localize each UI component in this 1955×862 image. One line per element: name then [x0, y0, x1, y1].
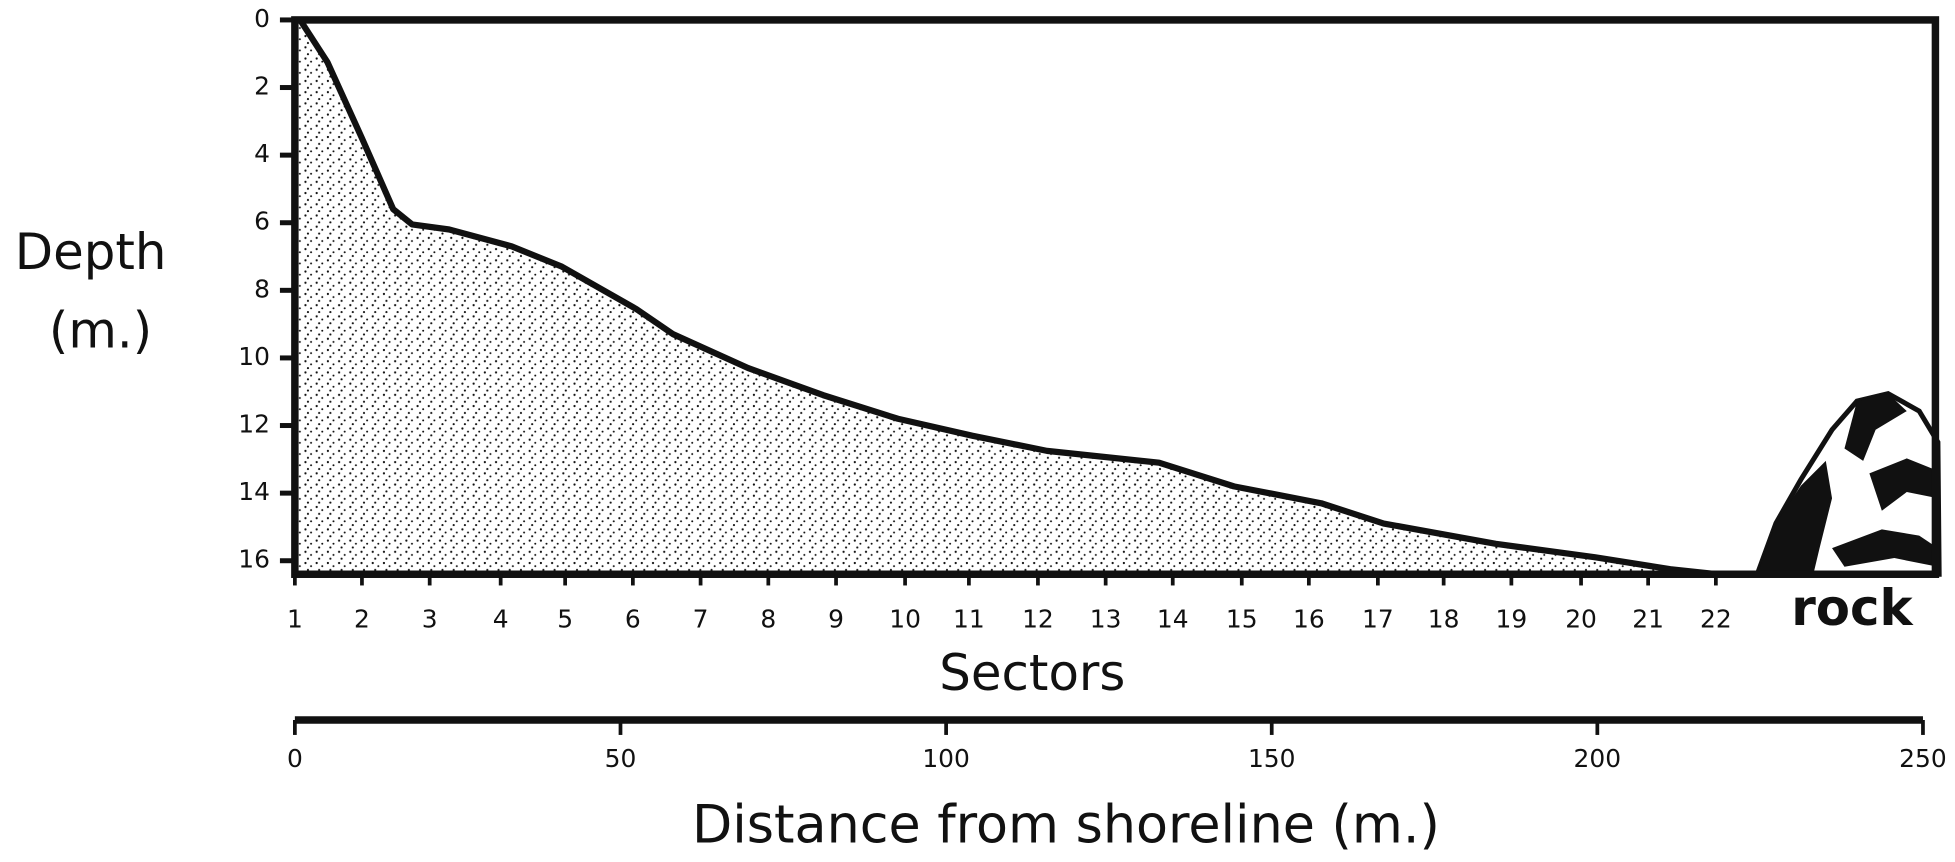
chart: Depth (m.) Sectors Distance from shoreli…: [0, 0, 1955, 862]
x-tick-label: 100: [922, 744, 970, 773]
y-axis-label: (m.): [49, 301, 152, 359]
x-tick-label: 150: [1248, 744, 1296, 773]
sector-tick-label: 18: [1428, 604, 1460, 633]
y-tick-label: 0: [254, 4, 270, 33]
sector-tick-label: 3: [422, 604, 438, 633]
y-tick-label: 12: [238, 410, 270, 439]
sector-tick-label: 10: [889, 604, 921, 633]
x-tick-label: 250: [1899, 744, 1947, 773]
sector-tick-label: 12: [1022, 604, 1054, 633]
x-tick-label: 200: [1574, 744, 1622, 773]
x-tick-label: 50: [605, 744, 637, 773]
sector-tick-label: 16: [1293, 604, 1325, 633]
area-fill: [295, 20, 1717, 574]
sector-tick-label: 15: [1226, 604, 1258, 633]
sector-tick-label: 9: [828, 604, 844, 633]
sector-tick-label: 17: [1362, 604, 1394, 633]
y-tick-label: 2: [254, 72, 270, 101]
sector-tick-label: 2: [354, 604, 370, 633]
page: Depth (m.) Sectors Distance from shoreli…: [0, 0, 1955, 862]
y-tick-label: 4: [254, 139, 270, 168]
y-tick-label: 10: [238, 342, 270, 371]
sector-tick-label: 20: [1565, 604, 1597, 633]
y-tick-label: 14: [238, 477, 270, 506]
sector-tick-label: 13: [1090, 604, 1122, 633]
sector-tick-label: 7: [693, 604, 709, 633]
sector-tick-label: 22: [1700, 604, 1732, 633]
sector-tick-label: 6: [625, 604, 641, 633]
sector-tick-label: 4: [493, 604, 509, 633]
x-tick-label: 0: [287, 744, 303, 773]
sector-tick-label: 5: [557, 604, 573, 633]
sector-axis-label: Sectors: [939, 644, 1125, 702]
y-tick-label: 8: [254, 274, 270, 303]
sector-tick-label: 21: [1632, 604, 1664, 633]
rock: [1757, 394, 1939, 575]
rock-label: rock: [1791, 579, 1914, 637]
y-tick-label: 6: [254, 207, 270, 236]
sector-tick-label: 14: [1157, 604, 1189, 633]
sector-tick-label: 19: [1496, 604, 1528, 633]
sector-tick-label: 11: [953, 604, 985, 633]
y-axis-label: Depth: [15, 223, 167, 281]
x-axis-label: Distance from shoreline (m.): [692, 794, 1440, 855]
sector-tick-label: 8: [760, 604, 776, 633]
sector-tick-label: 1: [287, 604, 303, 633]
y-tick-label: 16: [238, 545, 270, 574]
